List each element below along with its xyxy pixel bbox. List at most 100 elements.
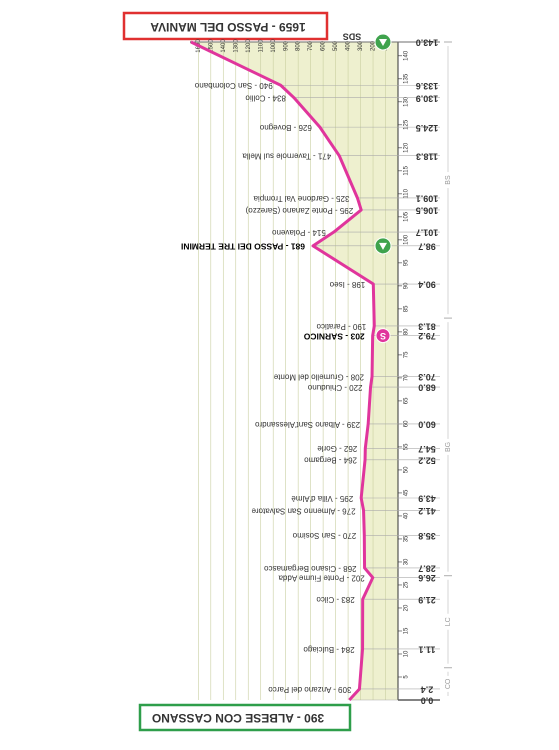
y-tick-label: 700 xyxy=(308,40,314,51)
km-label: 52.2 xyxy=(418,455,436,465)
sprint-symbol: S xyxy=(380,331,386,341)
place-label: 276 - Almenno San Salvatore xyxy=(251,506,356,515)
km-label: 98.7 xyxy=(418,241,436,251)
km-label: 101.7 xyxy=(416,228,439,238)
start-box xyxy=(138,703,352,732)
region-bg xyxy=(442,438,454,455)
y-tick-label: 800 xyxy=(296,40,302,51)
km-label: 133.6 xyxy=(416,81,439,91)
km-label: 68.0 xyxy=(418,383,436,393)
y-tick-label: 1000 xyxy=(271,39,277,53)
x-tick-label: 95 xyxy=(404,259,410,266)
place-label: 202 - Ponte Fiume Adda xyxy=(278,573,365,582)
place-label: 198 - Iseo xyxy=(329,280,365,289)
place-label: 284 - Bulciago xyxy=(303,645,355,654)
place-label: 626 - Bovegno xyxy=(259,123,312,132)
kom-icon xyxy=(379,39,387,46)
km-label: 54.7 xyxy=(418,444,436,454)
km-label: 35.8 xyxy=(418,531,436,541)
place-label: 239 - Albano Sant'Alessandro xyxy=(254,420,360,429)
y-tick-label: 900 xyxy=(283,40,289,51)
region-bg xyxy=(442,172,454,189)
place-label: 834 - Collio xyxy=(245,94,286,103)
kom-icon xyxy=(379,242,387,250)
km-label: 2.4 xyxy=(421,685,434,695)
y-tick-label: 600 xyxy=(321,40,327,51)
place-label: 283 - Cilco xyxy=(316,595,355,604)
profile-line xyxy=(190,40,376,702)
sprint-marker xyxy=(375,328,391,344)
place-label: 295 - Ponte Zanano (Sarezzo) xyxy=(245,206,353,215)
region-bg xyxy=(442,675,454,692)
km-label: 70.3 xyxy=(418,372,436,382)
place-label: 203 - SARNICO xyxy=(303,331,364,341)
km-label: 109.1 xyxy=(416,194,439,204)
x-tick-label: 65 xyxy=(404,397,410,404)
place-label: 190 - Paratico xyxy=(316,322,366,331)
x-tick-label: 140 xyxy=(404,50,410,61)
x-tick-label: 30 xyxy=(404,558,410,565)
place-label: 471 - Tavernole sul Mella xyxy=(242,152,331,161)
x-tick-label: 110 xyxy=(404,188,410,198)
km-label: 118.3 xyxy=(416,151,438,161)
x-tick-label: 105 xyxy=(404,211,410,222)
place-label: 514 - Polaveno xyxy=(271,228,325,237)
x-tick-label: 75 xyxy=(404,351,410,358)
km-label: 106.5 xyxy=(416,206,439,216)
region-label: BS xyxy=(445,175,452,185)
x-tick-label: 40 xyxy=(404,512,410,519)
place-label: 309 - Anzano del Parco xyxy=(268,685,352,694)
km-label: 79.2 xyxy=(418,331,436,341)
km-label: 28.7 xyxy=(418,564,436,574)
region-label: CO xyxy=(445,678,452,689)
place-label: 325 - Gardone Val Trompia xyxy=(253,194,349,203)
x-tick-label: 85 xyxy=(404,305,410,312)
x-tick-label: 120 xyxy=(404,142,410,153)
place-label: 940 - San Colombano xyxy=(194,81,272,90)
x-tick-label: 50 xyxy=(404,466,410,473)
place-label: 208 - Grumello del Monte xyxy=(273,372,364,381)
km-label: 43.9 xyxy=(418,494,436,504)
y-tick-label: 1500 xyxy=(208,39,214,53)
x-tick-label: 25 xyxy=(404,581,410,588)
x-tick-label: 35 xyxy=(404,535,410,542)
region-bg xyxy=(442,613,454,630)
km-label: 81.3 xyxy=(418,322,436,332)
km-label: 21.9 xyxy=(418,595,436,605)
y-tick-label: 400 xyxy=(346,40,352,51)
km-label: 11.1 xyxy=(418,645,435,655)
place-label: 681 - PASSO DEI TRE TERMINI xyxy=(181,242,305,252)
y-tick-label: 200 xyxy=(371,40,377,51)
finish-label: 1659 - PASSO DEL MANIVA xyxy=(150,20,306,34)
y-tick-label: 1200 xyxy=(246,39,252,53)
place-label: 264 - Bergamo xyxy=(304,456,357,465)
start-label: 390 - ALBESE CON CASSANO xyxy=(152,711,324,725)
km-label: 124.5 xyxy=(416,123,439,133)
km-label: 130.9 xyxy=(416,93,439,103)
km-label: 60.0 xyxy=(418,420,436,430)
y-axis-label: SDS xyxy=(343,32,362,42)
km-label: 26.6 xyxy=(418,573,436,583)
x-tick-label: 15 xyxy=(404,627,410,634)
place-label: 270 - San Sosimo xyxy=(292,531,356,540)
x-tick-label: 135 xyxy=(404,73,410,84)
x-tick-label: 115 xyxy=(404,165,410,175)
y-tick-label: 1400 xyxy=(221,39,227,53)
x-tick-label: 20 xyxy=(404,604,410,611)
km-label: 90.4 xyxy=(418,280,436,290)
y-tick-label: 300 xyxy=(358,40,364,51)
region-label: BG xyxy=(445,442,452,452)
area xyxy=(190,42,398,700)
place-label: 295 - Villa d'Almè xyxy=(291,494,353,503)
x-tick-label: 100 xyxy=(404,234,410,245)
x-tick-label: 45 xyxy=(404,489,410,496)
x-tick-label: 125 xyxy=(404,119,410,130)
x-tick-label: 10 xyxy=(404,650,410,657)
x-tick-label: 90 xyxy=(404,282,410,289)
x-tick-label: 70 xyxy=(404,374,410,381)
finish-box xyxy=(122,11,329,41)
region-label: LC xyxy=(445,617,452,626)
x-tick-label: 55 xyxy=(404,443,410,450)
y-tick-label: 1100 xyxy=(258,39,264,53)
